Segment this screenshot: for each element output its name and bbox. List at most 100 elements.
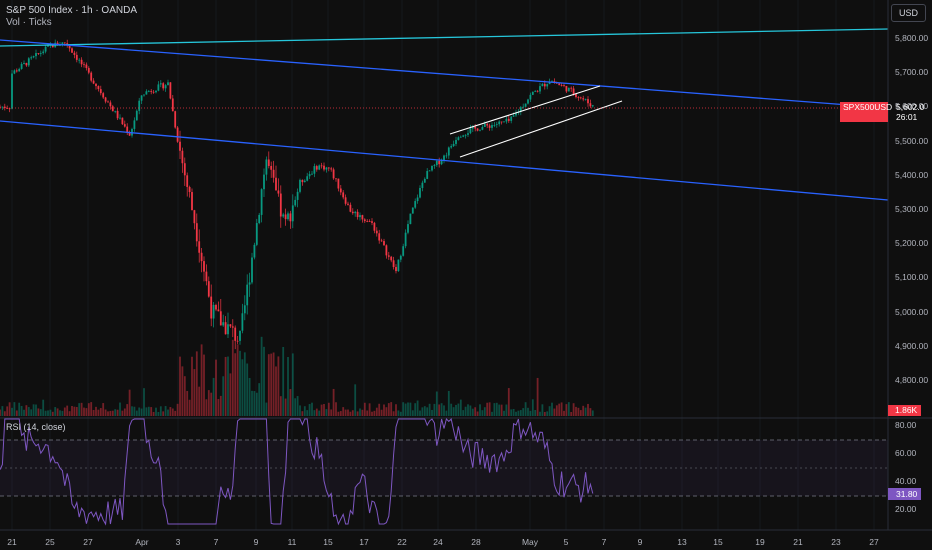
volume-bar xyxy=(66,405,69,416)
volume-bar xyxy=(397,410,400,416)
currency-button[interactable]: USD xyxy=(891,4,926,22)
candle-body xyxy=(428,170,431,172)
candle-body xyxy=(344,197,347,204)
candle-body xyxy=(356,211,359,218)
volume-bar xyxy=(565,404,568,416)
rsi-tick-label: 60.00 xyxy=(895,448,917,458)
volume-bar xyxy=(90,402,93,416)
candle-body xyxy=(13,70,16,74)
trendline-drawings[interactable] xyxy=(0,28,889,201)
volume-bar xyxy=(582,405,585,416)
volume-bar xyxy=(445,410,448,416)
volume-bar xyxy=(584,407,587,416)
volume-bar xyxy=(287,356,289,416)
candle-body xyxy=(299,179,301,192)
lower-blue-trendline[interactable] xyxy=(0,120,889,201)
volume-bar xyxy=(68,411,71,416)
volume-bar xyxy=(138,407,141,416)
candle-body xyxy=(87,68,90,73)
channel-lower-line[interactable] xyxy=(459,100,623,158)
candle-body xyxy=(111,106,114,112)
volume-bar xyxy=(366,410,369,416)
candle-body xyxy=(505,118,508,122)
volume-bar xyxy=(558,403,561,416)
volume-bar xyxy=(529,410,532,416)
volume-bar xyxy=(356,411,359,416)
volume-bar xyxy=(450,403,453,416)
volume-bar xyxy=(407,402,409,416)
volume-bar xyxy=(140,408,143,416)
candle-body xyxy=(457,137,460,140)
volume-bar xyxy=(323,404,325,416)
candle-body xyxy=(385,245,388,256)
candle-body xyxy=(191,192,193,211)
volume-bar xyxy=(462,410,465,416)
volume-bar xyxy=(335,402,337,416)
volume-bar xyxy=(92,409,95,416)
volume-bar xyxy=(155,407,157,416)
volume-bar xyxy=(303,406,306,416)
candle-body xyxy=(409,213,412,225)
volume-bar xyxy=(251,390,253,416)
candle-body xyxy=(71,48,73,53)
candle-body xyxy=(534,90,537,92)
volume-bar xyxy=(73,406,76,416)
volume-bar xyxy=(536,377,539,416)
volume-bar xyxy=(23,409,25,416)
volume-bar xyxy=(97,409,100,416)
candle-body xyxy=(95,83,97,87)
teal-trendline[interactable] xyxy=(0,28,889,47)
candle-body xyxy=(498,121,501,125)
candle-body xyxy=(284,214,287,220)
volume-bar xyxy=(174,410,177,416)
volume-bar xyxy=(527,407,529,416)
candle-body xyxy=(459,136,462,138)
candle-body xyxy=(294,199,297,206)
time-tick-label: May xyxy=(521,537,539,547)
candle-body xyxy=(205,271,208,282)
candle-body xyxy=(272,169,275,178)
volume-bar xyxy=(145,407,148,416)
time-tick-label: 21 xyxy=(793,537,803,547)
volume-bar xyxy=(291,353,294,416)
volume-bar xyxy=(253,391,256,416)
rsi-title: RSI (14, close) xyxy=(6,422,66,432)
volume-bar xyxy=(553,408,556,416)
volume-bar xyxy=(207,390,210,416)
upper-blue-trendline[interactable] xyxy=(0,39,889,109)
volume-bar xyxy=(560,402,563,416)
volume-bar xyxy=(236,344,239,416)
candle-body xyxy=(323,165,325,170)
volume-bar xyxy=(347,409,349,416)
volume-bar xyxy=(404,403,407,416)
candle-body xyxy=(174,111,177,128)
candle-body xyxy=(179,141,181,151)
candle-body xyxy=(234,327,237,341)
volume-bar xyxy=(47,410,49,416)
candle-body xyxy=(318,165,321,170)
volume-bar xyxy=(95,406,97,416)
rsi-tick-label: 20.00 xyxy=(895,504,917,514)
candle-body xyxy=(570,87,573,89)
candle-body xyxy=(440,160,443,165)
channel-upper-line[interactable] xyxy=(449,85,601,135)
candle-body xyxy=(270,165,273,170)
candle-body xyxy=(114,110,117,112)
candle-body xyxy=(373,222,376,231)
volume-bar xyxy=(423,406,426,416)
candle-body xyxy=(186,175,189,187)
candle-body xyxy=(351,211,354,214)
volume-bar xyxy=(267,354,270,416)
price-tick-label: 4,800.00 xyxy=(895,375,929,385)
volume-tag: 1.86K xyxy=(895,405,918,415)
time-tick-label: 9 xyxy=(637,537,643,547)
volume-bar xyxy=(181,366,184,416)
volume-bar xyxy=(27,407,30,416)
candle-body xyxy=(20,63,23,69)
time-tick-label: 19 xyxy=(755,537,765,547)
volume-bar xyxy=(159,406,162,416)
candle-body xyxy=(68,45,71,49)
volume-bar xyxy=(25,405,28,416)
volume-bar xyxy=(479,404,481,416)
